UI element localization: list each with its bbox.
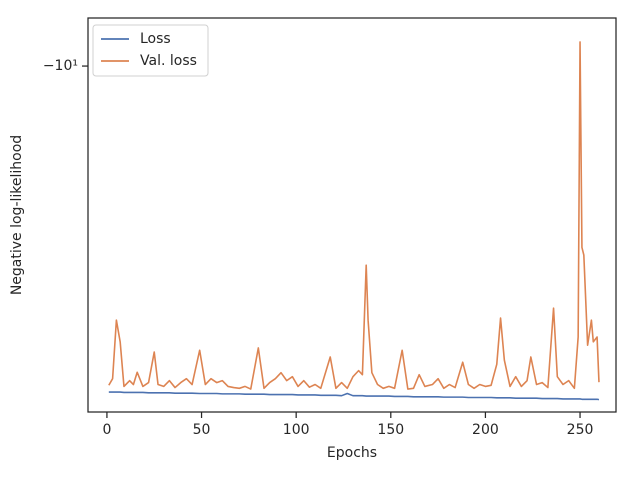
series-line	[108, 41, 600, 390]
x-axis-label: Epochs	[327, 445, 377, 461]
x-tick-label: 0	[102, 422, 111, 438]
y-axis-label: Negative log-likelihood	[9, 135, 25, 295]
x-tick-label: 250	[567, 422, 594, 438]
legend-label: Val. loss	[140, 53, 197, 69]
plot-frame	[87, 17, 617, 413]
y-tick-label: −10¹	[43, 58, 78, 74]
legend-box	[92, 24, 209, 77]
series-line	[108, 391, 600, 401]
x-tick-label: 50	[193, 422, 211, 438]
x-tick-label: 100	[283, 422, 310, 438]
legend-label: Loss	[140, 31, 171, 47]
x-tick-label: 150	[377, 422, 404, 438]
x-tick-label: 200	[472, 422, 499, 438]
